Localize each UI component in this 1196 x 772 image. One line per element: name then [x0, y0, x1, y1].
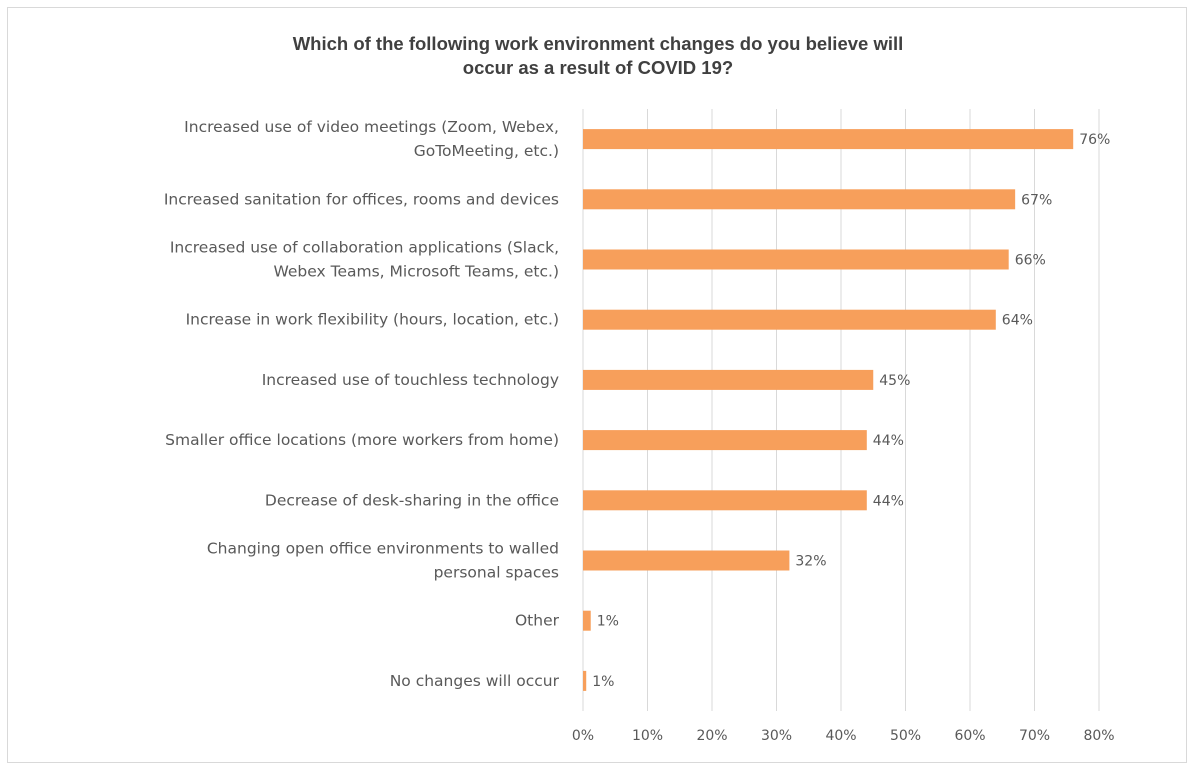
chart-title: Which of the following work environment … — [0, 32, 1196, 80]
bar — [583, 129, 1074, 150]
category-label: Increased use of video meetings (Zoom, W… — [184, 118, 559, 136]
value-label: 1% — [597, 614, 619, 630]
x-tick-label: 10% — [632, 728, 663, 744]
value-label: 44% — [873, 493, 904, 509]
x-tick-label: 50% — [890, 728, 921, 744]
category-label: Webex Teams, Microsoft Teams, etc.) — [273, 263, 559, 281]
x-tick-label: 40% — [825, 728, 856, 744]
category-label: Smaller office locations (more workers f… — [165, 431, 559, 449]
bar — [583, 490, 867, 511]
category-label: GoToMeeting, etc.) — [414, 142, 559, 160]
category-label: Other — [515, 612, 560, 630]
chart-title-line-1: Which of the following work environment … — [292, 33, 904, 54]
value-label: 32% — [795, 554, 826, 570]
value-label: 44% — [873, 433, 904, 449]
x-tick-label: 30% — [761, 728, 792, 744]
category-label: Increased use of touchless technology — [262, 371, 559, 389]
category-label: Changing open office environments to wal… — [207, 540, 559, 558]
bar — [583, 430, 867, 451]
x-tick-label: 0% — [572, 728, 594, 744]
bar — [583, 309, 996, 330]
x-tick-label: 20% — [696, 728, 727, 744]
value-label: 1% — [592, 674, 614, 690]
category-label: Increased sanitation for offices, rooms … — [164, 190, 559, 208]
x-tick-label: 60% — [954, 728, 985, 744]
category-label: Decrease of desk-sharing in the office — [265, 491, 559, 509]
x-tick-label: 70% — [1019, 728, 1050, 744]
chart-title-line-2: occur as a result of COVID 19? — [462, 57, 734, 78]
bar — [583, 670, 587, 691]
bar — [583, 189, 1016, 210]
category-label: Increased use of collaboration applicati… — [170, 239, 559, 257]
category-label: No changes will occur — [390, 672, 560, 690]
bar — [583, 550, 790, 571]
value-label: 64% — [1002, 313, 1033, 329]
x-tick-label: 80% — [1083, 728, 1114, 744]
bar — [583, 249, 1009, 270]
value-label: 76% — [1079, 132, 1110, 148]
value-label: 66% — [1015, 253, 1046, 269]
bar — [583, 369, 874, 390]
bar — [583, 610, 591, 631]
value-label: 45% — [879, 373, 910, 389]
category-label: personal spaces — [434, 564, 559, 582]
category-label: Increase in work flexibility (hours, loc… — [186, 311, 559, 329]
value-label: 67% — [1021, 192, 1052, 208]
